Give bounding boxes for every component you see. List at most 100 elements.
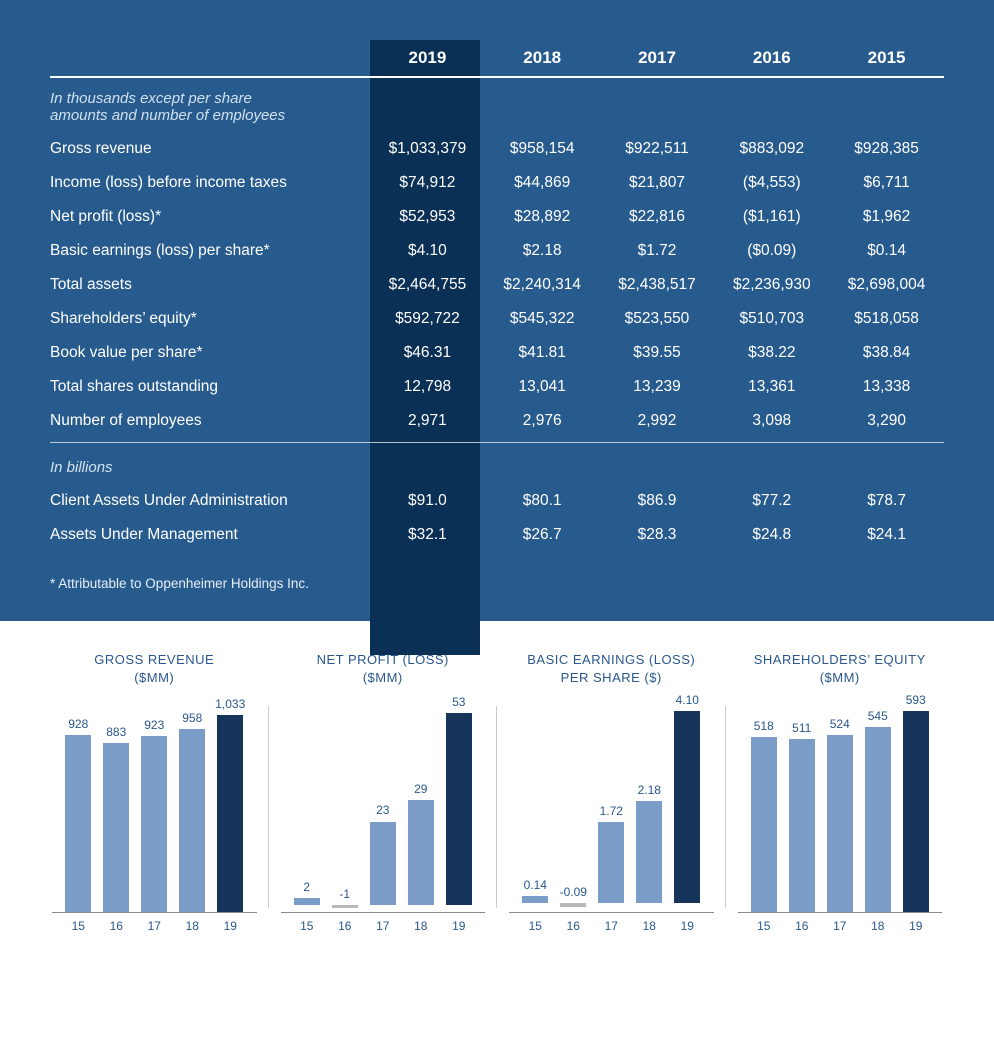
row-cell: $518,058 xyxy=(829,302,944,336)
bar-rect xyxy=(370,822,396,905)
x-tick-label: 17 xyxy=(141,919,167,933)
table-row: Shareholders’ equity*$592,722$545,322$52… xyxy=(50,302,944,336)
chart-title: BASIC EARNINGS (LOSS)PER SHARE ($) xyxy=(497,651,726,691)
bar: 2.18 xyxy=(636,703,662,912)
x-tick-label: 17 xyxy=(827,919,853,933)
row-label: Shareholders’ equity* xyxy=(50,302,370,336)
row-label: Gross revenue xyxy=(50,132,370,166)
bar-value-label: -0.09 xyxy=(560,885,587,899)
bar-value-label: 593 xyxy=(906,693,926,707)
blank-header xyxy=(50,40,370,77)
table-subheading: In billions xyxy=(50,447,370,484)
chart-title: GROSS REVENUE($MM) xyxy=(40,651,269,691)
row-cell: 2,992 xyxy=(600,404,715,438)
table-row: Total assets$2,464,755$2,240,314$2,438,5… xyxy=(50,268,944,302)
x-tick-label: 19 xyxy=(903,919,929,933)
row-cell: 13,239 xyxy=(600,370,715,404)
row-cell: $38.22 xyxy=(714,336,829,370)
bar-value-label: 0.14 xyxy=(524,878,547,892)
row-cell: 3,290 xyxy=(829,404,944,438)
year-header-row: 20192018201720162015 xyxy=(50,40,944,77)
bar-chart: SHAREHOLDERS’ EQUITY($MM)518511524545593… xyxy=(726,651,955,933)
bar-value-label: 23 xyxy=(376,803,389,817)
table-row: Income (loss) before income taxes$74,912… xyxy=(50,166,944,200)
page: 20192018201720162015 In thousands except… xyxy=(0,0,994,973)
row-cell: $38.84 xyxy=(829,336,944,370)
table-row: Assets Under Management$32.1$26.7$28.3$2… xyxy=(50,518,944,552)
x-tick-label: 18 xyxy=(408,919,434,933)
bar-value-label: 545 xyxy=(868,709,888,723)
row-cell: 13,338 xyxy=(829,370,944,404)
row-cell: $510,703 xyxy=(714,302,829,336)
bar-value-label: -1 xyxy=(339,887,350,901)
bar-value-label: 1.72 xyxy=(600,804,623,818)
bar-value-label: 524 xyxy=(830,717,850,731)
row-cell: $22,816 xyxy=(600,200,715,234)
year-header: 2019 xyxy=(370,40,485,77)
chart-title: SHAREHOLDERS’ EQUITY($MM) xyxy=(726,651,955,691)
bar-value-label: 29 xyxy=(414,782,427,796)
bar-value-label: 2 xyxy=(303,880,310,894)
row-cell: $24.8 xyxy=(714,518,829,552)
row-label: Book value per share* xyxy=(50,336,370,370)
bar-rect xyxy=(103,743,129,912)
bar-value-label: 958 xyxy=(182,711,202,725)
x-tick-label: 19 xyxy=(674,919,700,933)
x-tick-label: 18 xyxy=(636,919,662,933)
row-label: Basic earnings (loss) per share* xyxy=(50,234,370,268)
row-cell: ($1,161) xyxy=(714,200,829,234)
x-tick-label: 15 xyxy=(294,919,320,933)
bar-rect xyxy=(674,711,700,902)
x-tick-label: 18 xyxy=(179,919,205,933)
row-label: Number of employees xyxy=(50,404,370,438)
bar-rect xyxy=(217,715,243,912)
row-cell: $80.1 xyxy=(485,484,600,518)
row-label: Net profit (loss)* xyxy=(50,200,370,234)
row-cell: $52,953 xyxy=(370,200,485,234)
year-header: 2015 xyxy=(829,40,944,77)
x-tick-label: 16 xyxy=(560,919,586,933)
row-cell: $4.10 xyxy=(370,234,485,268)
row-cell: $883,092 xyxy=(714,132,829,166)
year-header: 2018 xyxy=(485,40,600,77)
table-divider xyxy=(50,438,944,447)
bar-value-label: 923 xyxy=(144,718,164,732)
year-header: 2017 xyxy=(600,40,715,77)
chart-plot-area: 0.14-0.091.722.184.10 xyxy=(509,703,714,913)
bar: 958 xyxy=(179,703,205,912)
bar-value-label: 2.18 xyxy=(638,783,661,797)
row-cell: $1,962 xyxy=(829,200,944,234)
row-cell: $77.2 xyxy=(714,484,829,518)
bar-value-label: 511 xyxy=(792,721,811,735)
table-row: Total shares outstanding12,79813,04113,2… xyxy=(50,370,944,404)
row-cell: $74,912 xyxy=(370,166,485,200)
table-row: Book value per share*$46.31$41.81$39.55$… xyxy=(50,336,944,370)
bar: 545 xyxy=(865,703,891,912)
chart-x-axis: 1516171819 xyxy=(738,919,943,933)
row-cell: $28,892 xyxy=(485,200,600,234)
bar: 524 xyxy=(827,703,853,912)
bar: 53 xyxy=(446,703,472,912)
x-tick-label: 16 xyxy=(789,919,815,933)
row-cell: $39.55 xyxy=(600,336,715,370)
bar-rect xyxy=(751,737,777,912)
row-cell: ($4,553) xyxy=(714,166,829,200)
x-tick-label: 17 xyxy=(598,919,624,933)
row-cell: ($0.09) xyxy=(714,234,829,268)
financial-highlights-table: 20192018201720162015 In thousands except… xyxy=(50,40,944,552)
row-cell: $2,464,755 xyxy=(370,268,485,302)
table-subheading-row: In thousands except per shareamounts and… xyxy=(50,77,944,132)
row-cell: 12,798 xyxy=(370,370,485,404)
row-cell: 13,041 xyxy=(485,370,600,404)
table-row: Gross revenue$1,033,379$958,154$922,511$… xyxy=(50,132,944,166)
table-subheading: In thousands except per shareamounts and… xyxy=(50,77,370,132)
bar-rect xyxy=(903,711,929,912)
row-cell: 3,098 xyxy=(714,404,829,438)
row-cell: $91.0 xyxy=(370,484,485,518)
chart-title: NET PROFIT (LOSS)($MM) xyxy=(269,651,498,691)
row-label: Income (loss) before income taxes xyxy=(50,166,370,200)
bar-rect xyxy=(522,896,548,903)
bar: -0.09 xyxy=(560,703,586,912)
bar-chart: GROSS REVENUE($MM)9288839239581,03315161… xyxy=(40,651,269,933)
chart-x-axis: 1516171819 xyxy=(281,919,486,933)
